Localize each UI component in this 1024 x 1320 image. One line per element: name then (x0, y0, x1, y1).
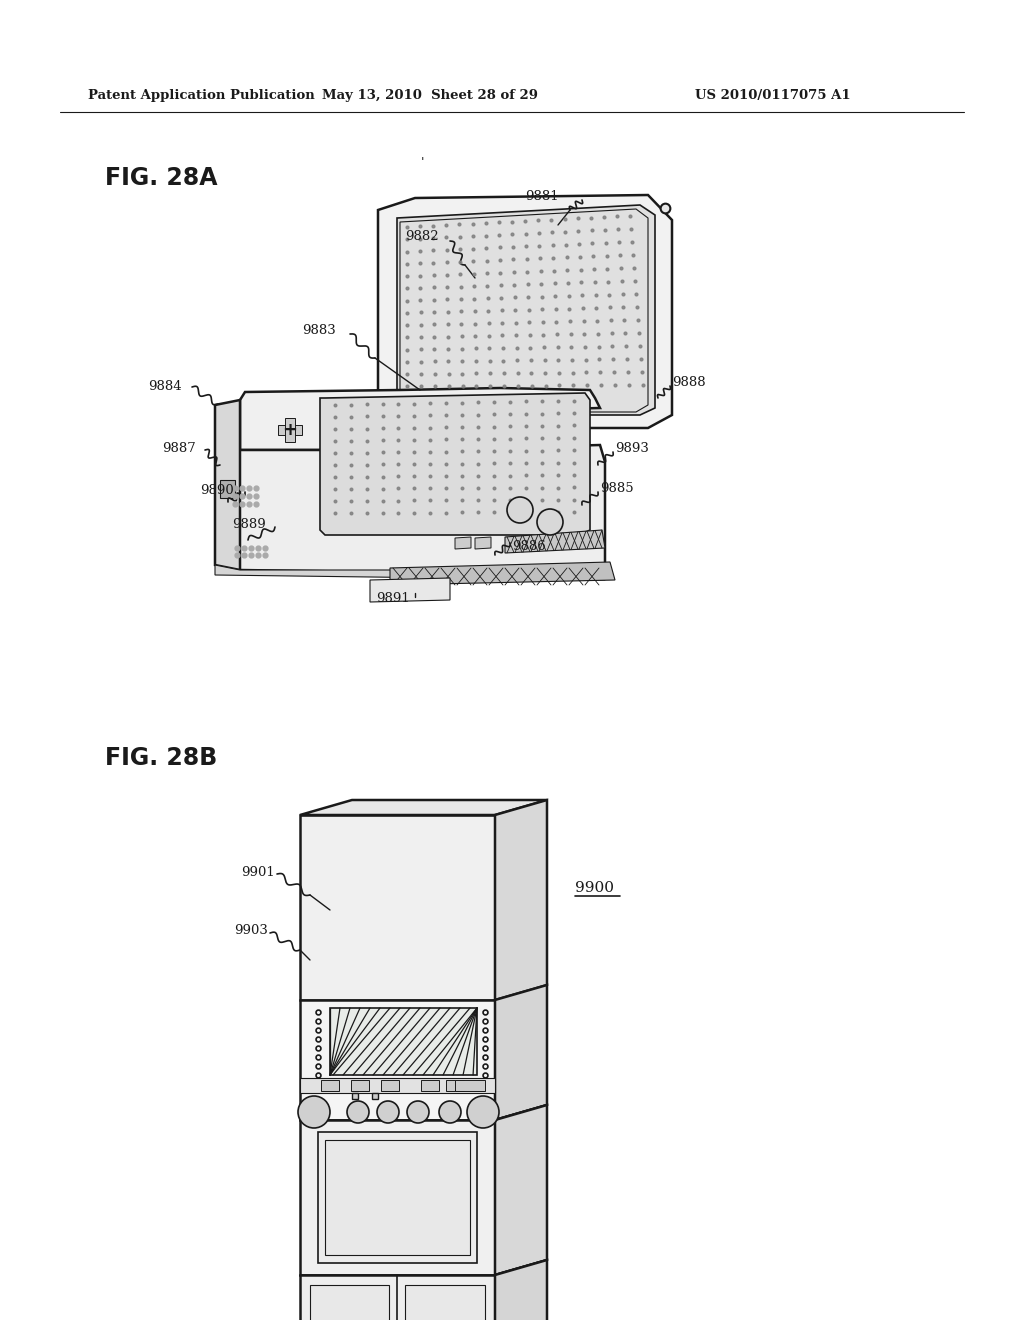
Polygon shape (435, 420, 455, 445)
Polygon shape (390, 562, 615, 585)
Polygon shape (446, 1080, 464, 1092)
Text: ': ' (421, 156, 425, 169)
Polygon shape (318, 1133, 477, 1263)
Circle shape (537, 510, 563, 535)
Polygon shape (325, 1140, 470, 1255)
Polygon shape (421, 1080, 439, 1092)
Text: 9888: 9888 (672, 376, 706, 389)
Polygon shape (430, 414, 500, 447)
Text: 9900: 9900 (575, 880, 614, 895)
Polygon shape (300, 1119, 495, 1275)
Polygon shape (495, 985, 547, 1119)
Text: US 2010/0117075 A1: US 2010/0117075 A1 (695, 88, 851, 102)
Text: 9883: 9883 (302, 323, 336, 337)
Text: 9901: 9901 (242, 866, 275, 879)
Text: 9882: 9882 (406, 231, 438, 243)
Polygon shape (220, 480, 234, 498)
Polygon shape (234, 445, 605, 576)
Text: Patent Application Publication: Patent Application Publication (88, 88, 314, 102)
Polygon shape (495, 1261, 547, 1320)
Polygon shape (495, 1105, 547, 1275)
Circle shape (298, 1096, 330, 1129)
Polygon shape (455, 1080, 485, 1092)
Circle shape (439, 1101, 461, 1123)
Polygon shape (378, 195, 672, 428)
Polygon shape (455, 537, 471, 549)
Polygon shape (406, 1284, 485, 1320)
Polygon shape (215, 565, 605, 579)
Circle shape (507, 498, 534, 523)
Text: 9903: 9903 (234, 924, 268, 936)
Text: 9881: 9881 (525, 190, 559, 202)
Polygon shape (470, 418, 495, 445)
Polygon shape (505, 531, 605, 553)
Text: +: + (283, 421, 298, 440)
Polygon shape (397, 205, 655, 414)
Polygon shape (351, 1080, 369, 1092)
Polygon shape (495, 800, 547, 1001)
Polygon shape (370, 578, 450, 602)
Circle shape (407, 1101, 429, 1123)
Text: 9885: 9885 (600, 482, 634, 495)
Text: 9887: 9887 (162, 441, 196, 454)
Polygon shape (475, 537, 490, 549)
Circle shape (377, 1101, 399, 1123)
Polygon shape (381, 1080, 399, 1092)
Polygon shape (300, 814, 495, 1001)
Polygon shape (300, 1001, 495, 1119)
Text: May 13, 2010  Sheet 28 of 29: May 13, 2010 Sheet 28 of 29 (322, 88, 538, 102)
Polygon shape (310, 1284, 389, 1320)
Polygon shape (321, 1080, 339, 1092)
Text: 9891: 9891 (376, 591, 410, 605)
Text: FIG. 28A: FIG. 28A (105, 166, 217, 190)
Polygon shape (300, 1275, 495, 1320)
Text: 9889: 9889 (232, 519, 266, 532)
Circle shape (467, 1096, 499, 1129)
Polygon shape (240, 388, 600, 450)
Polygon shape (215, 400, 240, 570)
Text: 9886: 9886 (512, 540, 546, 553)
Circle shape (347, 1101, 369, 1123)
Text: 9884: 9884 (148, 380, 181, 393)
Polygon shape (300, 800, 547, 814)
Text: FIG. 28B: FIG. 28B (105, 746, 217, 770)
Polygon shape (319, 393, 590, 535)
Polygon shape (330, 1008, 477, 1074)
Text: 9890: 9890 (200, 483, 233, 496)
Text: 9893: 9893 (615, 441, 649, 454)
Polygon shape (285, 418, 295, 442)
Polygon shape (300, 1078, 495, 1093)
Polygon shape (278, 425, 302, 436)
